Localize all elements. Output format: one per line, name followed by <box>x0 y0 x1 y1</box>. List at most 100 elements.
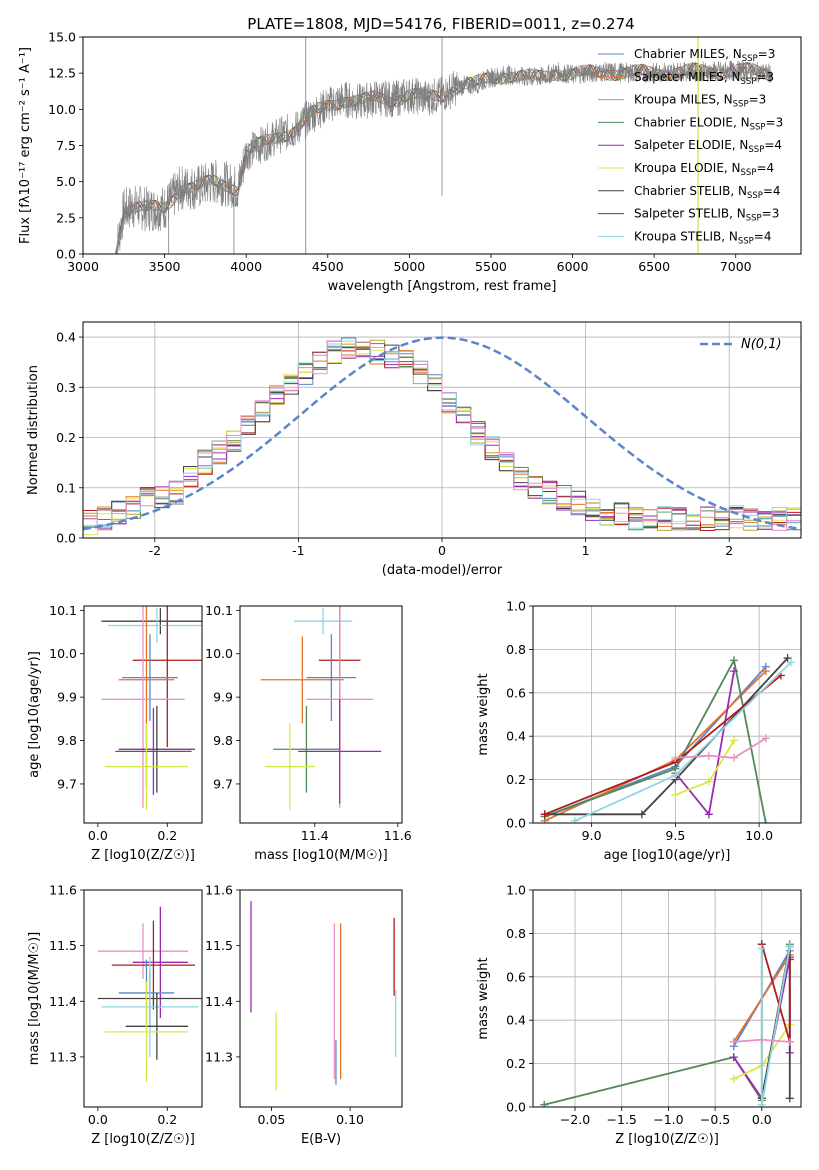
x-tick-label: 9.0 <box>582 828 602 843</box>
y-tick-label: 0.8 <box>506 642 526 657</box>
weight-marker <box>729 1074 738 1083</box>
x-tick-label: 0 <box>438 543 446 558</box>
y-tick-label: 1.0 <box>506 883 526 898</box>
axes-frame <box>532 605 802 824</box>
y-tick-label: 12.5 <box>48 66 76 81</box>
y-tick-label: 0.2 <box>506 772 526 787</box>
panel-spectrum: 3000 3500 4000 4500 5000 5500 6000 6500 7000 0.0 2… <box>18 30 802 294</box>
weight-marker <box>671 790 680 799</box>
y-tick-label: 5.0 <box>56 174 76 189</box>
panel-age-vs-Z: 0.0 0.2 9.7 9.8 9.9 10.0 10.1 Z [log10(Z/Z☉)] ag… <box>27 603 203 863</box>
panel-age-vs-mass: 11.4 11.6 9.7 9.8 9.9 10.0 10.1 mass [log10(M/M… <box>205 603 412 863</box>
y-tick-label: 11.6 <box>205 883 233 898</box>
y-tick-label: 11.4 <box>205 994 233 1009</box>
x-axis-label: Z [log10(Z/Z☉)] <box>91 848 195 863</box>
y-tick-label: 11.3 <box>49 1049 77 1064</box>
histogram-step <box>83 340 801 531</box>
weight-line <box>675 737 767 759</box>
axes-frame <box>239 605 403 824</box>
weight-marker <box>729 1037 738 1046</box>
plot-area <box>97 906 202 1082</box>
x-tick-label: 0.0 <box>88 828 108 843</box>
x-tick-label: -1 <box>292 543 304 558</box>
weight-line <box>544 657 767 823</box>
weight-line <box>544 670 767 822</box>
weight-marker <box>671 753 680 762</box>
x-tick-label: 0.0 <box>752 1112 772 1127</box>
weight-marker <box>704 751 713 760</box>
weight-line <box>543 944 791 1106</box>
weight-marker <box>671 771 680 780</box>
x-tick-label: 6500 <box>638 259 670 274</box>
y-tick-label: 0.4 <box>506 1013 526 1028</box>
weight-marker <box>730 753 738 762</box>
y-tick-label: 11.4 <box>49 994 77 1009</box>
y-tick-label: 0.4 <box>56 330 76 345</box>
y-tick-label: 9.7 <box>57 776 77 791</box>
panel-weight-vs-Z: −2.0 −1.5 −1.0 −0.5 0.0 0.0 0.2 0.4 0.6 0.8 1.0 Z [… <box>476 883 802 1147</box>
y-tick-label: 0.6 <box>506 969 526 984</box>
legend-label: Kroupa STELIB, NSSP=4 <box>634 229 772 246</box>
legend: Chabrier MILES, NSSP=3 Salpeter MILES, NS… <box>598 47 783 246</box>
panel-residuals: -2 -1 0 1 2 0.0 0.1 0.2 0.3 0.4 (data-model)/error… <box>26 321 802 578</box>
y-tick-label: 2.5 <box>56 210 76 225</box>
y-tick-label: 10.1 <box>49 603 77 618</box>
y-tick-label: 9.7 <box>213 776 233 791</box>
x-tick-label: 0.05 <box>258 1112 286 1127</box>
legend-label: Kroupa MILES, NSSP=3 <box>634 93 766 110</box>
axes-frame <box>83 605 203 824</box>
weight-marker <box>785 1037 794 1046</box>
x-tick-label: 0.2 <box>157 828 177 843</box>
y-tick-label: 10.0 <box>205 646 233 661</box>
x-tick-label: 5000 <box>393 259 425 274</box>
x-axis-label: age [log10(age/yr)] <box>604 848 731 863</box>
x-tick-label: 10.0 <box>745 828 773 843</box>
weight-marker <box>757 1100 766 1107</box>
weight-marker <box>637 810 646 819</box>
y-tick-label: 11.5 <box>49 938 77 953</box>
x-tick-label: −0.5 <box>700 1112 730 1127</box>
legend-label: Salpeter MILES, NSSP=3 <box>634 70 774 87</box>
y-axis-label: mass weight <box>476 673 491 755</box>
x-tick-label: 1 <box>582 543 590 558</box>
weight-marker <box>570 816 579 823</box>
weight-line <box>544 657 789 816</box>
panel-weight-vs-age: 9.0 9.5 10.0 0.0 0.2 0.4 0.6 0.8 1.0 age [log10(a… <box>476 599 802 863</box>
x-tick-label: 2 <box>725 543 733 558</box>
plot-area <box>260 606 382 810</box>
plot-area <box>115 37 772 254</box>
y-tick-label: 0.8 <box>506 926 526 941</box>
legend-label: Chabrier MILES, NSSP=3 <box>634 47 775 64</box>
weight-marker <box>761 734 770 743</box>
legend-label: Salpeter STELIB, NSSP=3 <box>634 207 779 224</box>
y-axis-label: mass weight <box>476 957 491 1039</box>
plot-area <box>540 654 795 823</box>
legend-label: Chabrier ELODIE, NSSP=3 <box>634 115 783 132</box>
panel-mass-vs-EBV: 0.05 0.10 11.3 11.4 11.5 11.6 E(B-V) <box>205 883 403 1147</box>
weight-marker <box>757 944 766 953</box>
panel-mass-vs-Z: 0.0 0.2 11.3 11.4 11.5 11.6 Z [log10(Z/Z☉)] mas… <box>27 883 203 1147</box>
legend-label: Kroupa ELODIE, NSSP=4 <box>634 161 774 178</box>
x-axis-label: (data-model)/error <box>382 563 503 578</box>
y-tick-label: 7.5 <box>56 138 76 153</box>
x-tick-label: −1.0 <box>653 1112 683 1127</box>
axes-frame <box>83 889 203 1108</box>
y-tick-label: 11.5 <box>205 938 233 953</box>
y-tick-label: 0.0 <box>56 247 76 262</box>
x-tick-label: 3000 <box>67 259 99 274</box>
weight-marker <box>704 810 713 819</box>
axes-frame <box>82 321 802 539</box>
weight-marker <box>785 1094 794 1103</box>
y-axis-label: age [log10(age/yr)] <box>27 651 42 778</box>
plot-area <box>83 336 801 536</box>
y-axis-label: Flux [fλ10⁻¹⁷ erg cm⁻² s⁻¹ A⁻¹] <box>18 47 33 244</box>
legend-label: N(0,1) <box>741 337 782 352</box>
y-tick-label: 9.9 <box>57 690 77 705</box>
y-tick-label: 9.8 <box>57 733 77 748</box>
axes-frame <box>82 36 802 255</box>
y-tick-label: 0.3 <box>56 380 76 395</box>
x-axis-label: Z [log10(Z/Z☉)] <box>615 1132 719 1147</box>
axes-frame <box>239 889 403 1108</box>
y-tick-label: 0.1 <box>56 480 76 495</box>
x-axis-label: mass [log10(M/M☉)] <box>254 848 387 863</box>
